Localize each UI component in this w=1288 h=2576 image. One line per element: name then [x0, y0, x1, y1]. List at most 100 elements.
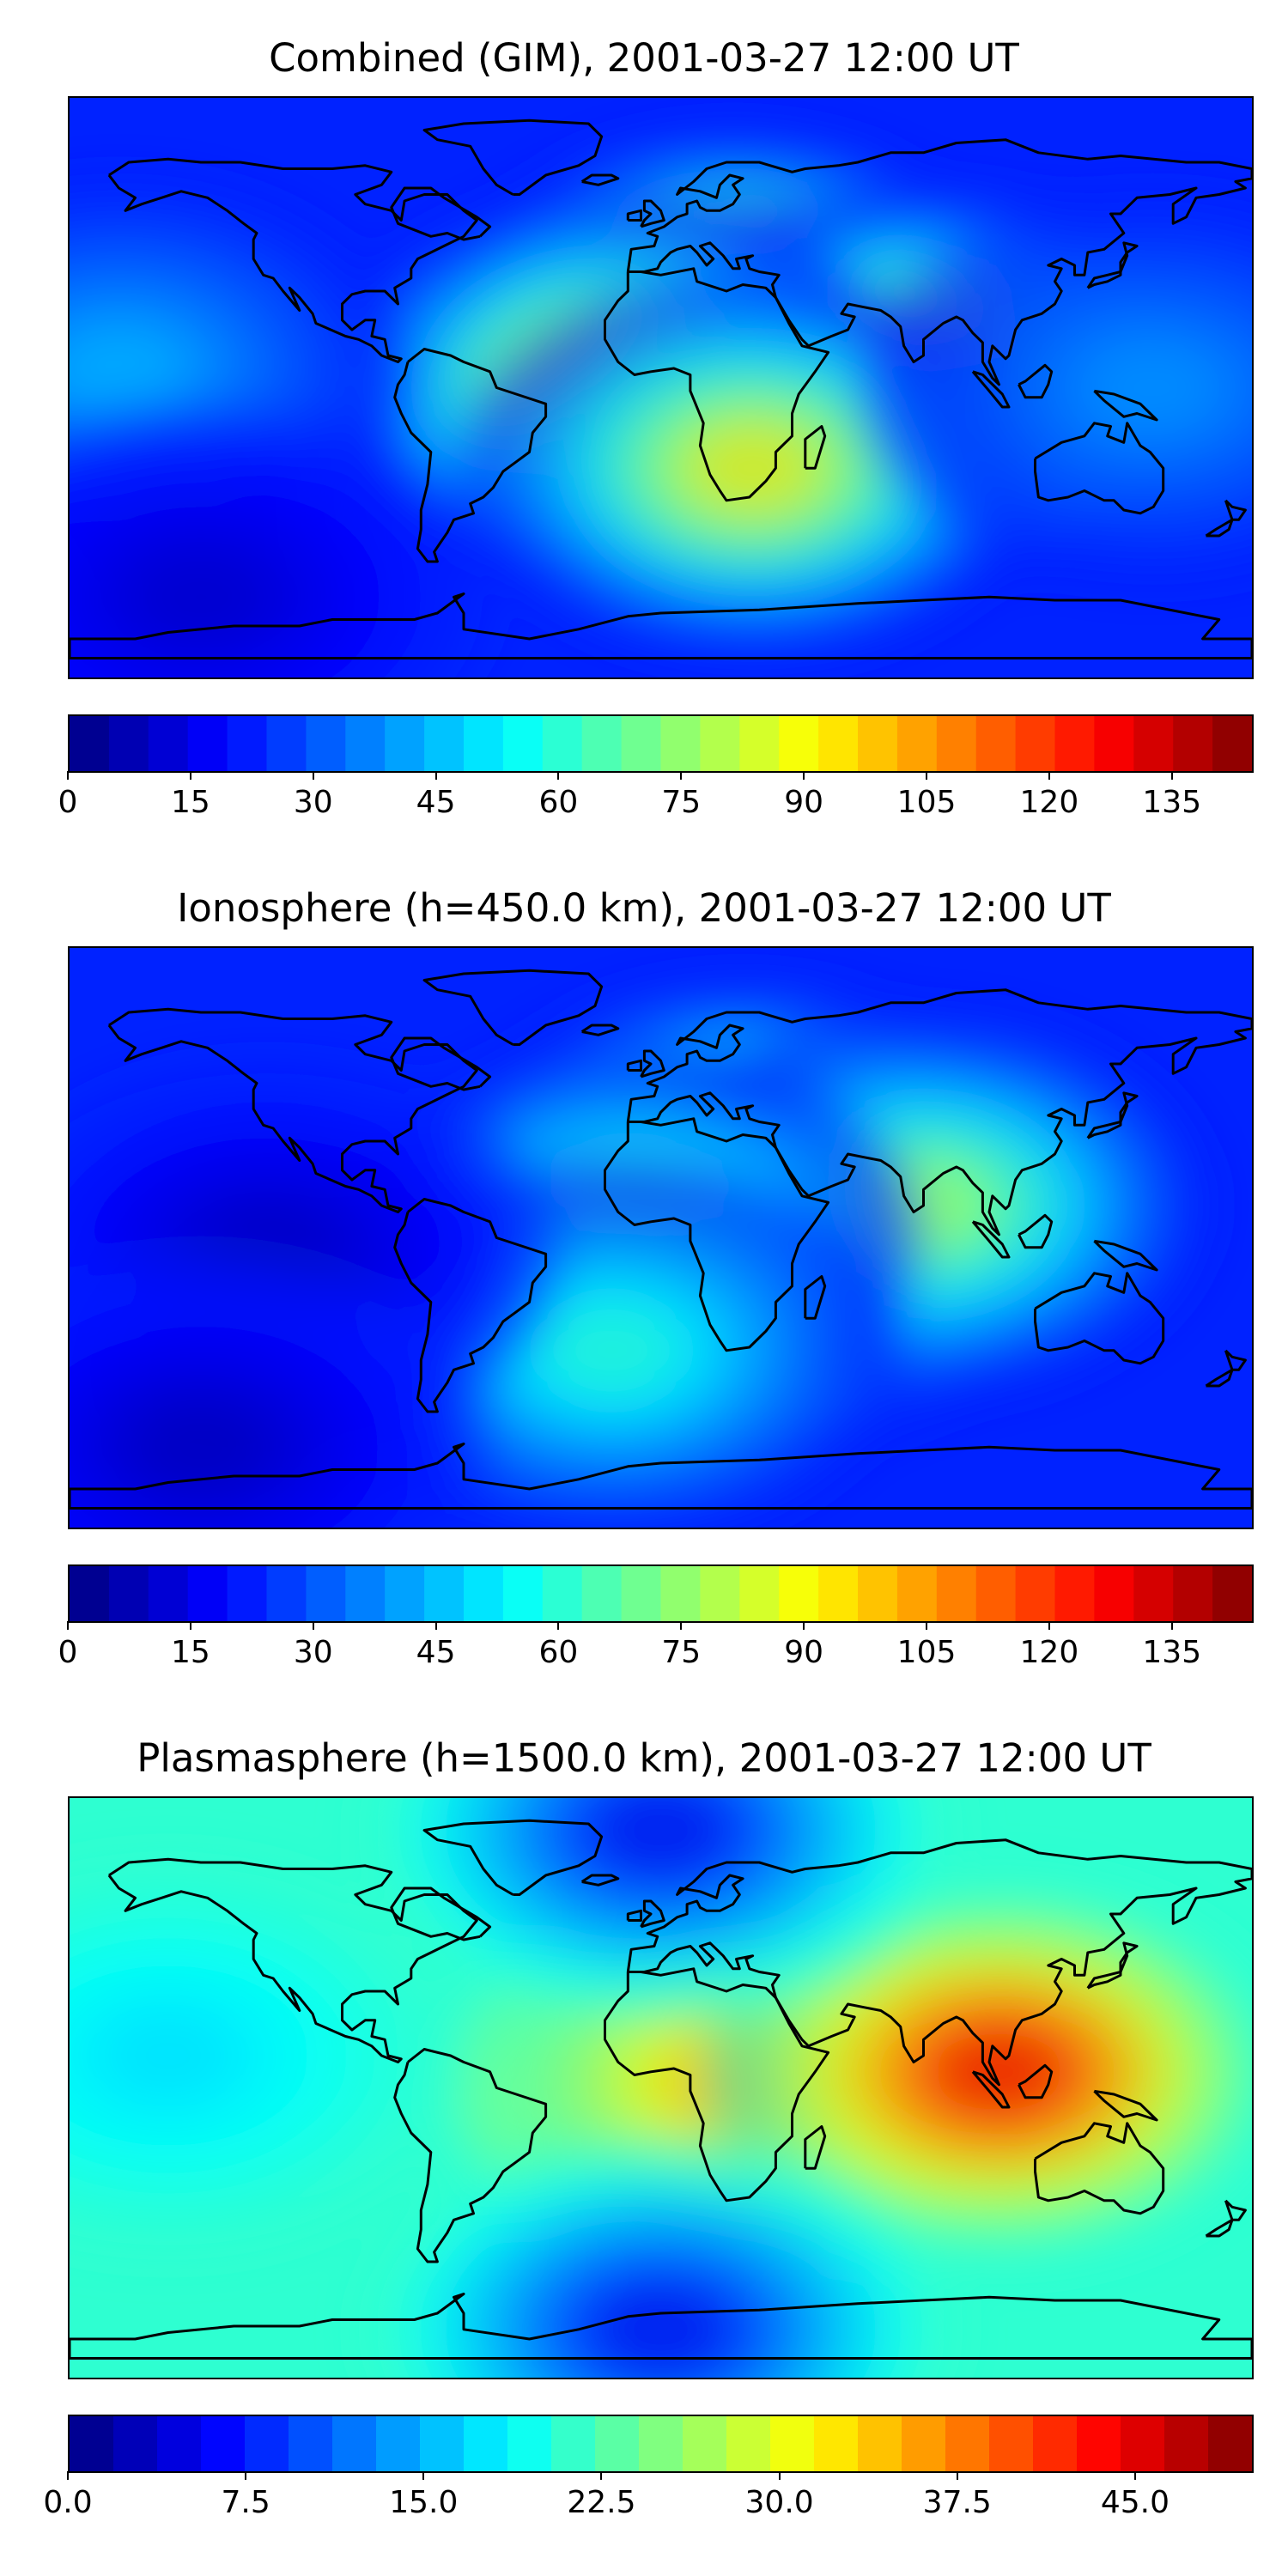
colorbar-band [1015, 716, 1056, 771]
colorbar-band [227, 1566, 268, 1621]
map-plot [70, 98, 1252, 677]
colorbar-tick [926, 771, 928, 780]
colorbar-band [779, 716, 819, 771]
chart-title: Combined (GIM), 2001-03-27 12:00 UT [269, 35, 1019, 81]
colorbar-tick-label: 45.0 [1100, 2485, 1170, 2520]
colorbar-tick [1048, 771, 1050, 780]
colorbar-tick [1133, 2471, 1136, 2480]
colorbar-tick-label: 60 [538, 1635, 579, 1670]
colorbar-band [306, 716, 346, 771]
colorbar-band [70, 2416, 114, 2471]
colorbar-band [1033, 2416, 1078, 2471]
colorbar-tick-label: 60 [538, 785, 579, 820]
coastline [626, 1059, 642, 1072]
colorbar-ticks: 0 15 30 45 60 75 90 105 120 135 [58, 771, 1254, 823]
coastline [604, 1967, 830, 2202]
coastline [580, 1024, 620, 1036]
colorbar-band [108, 716, 149, 771]
colorbar-tick [1170, 1621, 1173, 1630]
colorbar-tick-label: 75 [661, 785, 702, 820]
colorbar-band [289, 2416, 333, 2471]
colorbar-band [542, 716, 583, 771]
colorbar-band [1164, 2416, 1209, 2471]
colorbar-tick-label: 30 [293, 785, 333, 820]
colorbar-tick-label: 30.0 [744, 2485, 814, 2520]
field-blob [934, 2028, 1064, 2115]
coastline [107, 157, 478, 363]
tec-map [68, 96, 1254, 679]
field-blob [1089, 344, 1218, 431]
colorbar-band [507, 2416, 552, 2471]
colorbar-tick-label: 45 [416, 785, 456, 820]
colorbar [68, 1564, 1254, 1623]
colorbar-tick [434, 1621, 437, 1630]
coastline [626, 988, 1252, 1236]
colorbar-tick-label: 135 [1142, 785, 1202, 820]
colorbar-band [621, 716, 662, 771]
colorbar-band [683, 2416, 727, 2471]
colorbar-tick-label: 135 [1142, 1635, 1202, 1670]
colorbar-band [157, 2416, 202, 2471]
colorbar-band [858, 2416, 902, 2471]
coastline [1205, 518, 1234, 538]
coastline [422, 969, 604, 1046]
colorbar-band [975, 1566, 1017, 1621]
coastline [604, 267, 830, 502]
colorbar-tick [67, 2471, 69, 2480]
colorbar-tick-label: 90 [784, 785, 824, 820]
colorbar-band [542, 1566, 583, 1621]
colorbar-band [464, 716, 504, 771]
colorbar-band [266, 1566, 307, 1621]
colorbar-band [1015, 1566, 1056, 1621]
colorbar-band [1212, 716, 1252, 771]
coastline [422, 118, 604, 196]
coastline [1093, 389, 1158, 422]
coastline [1224, 1349, 1247, 1371]
colorbar-band [1094, 1566, 1134, 1621]
chart-title: Ionosphere (h=450.0 km), 2001-03-27 12:0… [177, 885, 1111, 931]
colorbar-tick [803, 771, 805, 780]
colorbar-band [936, 716, 977, 771]
colorbar-band [70, 1566, 110, 1621]
coastline [1086, 1941, 1139, 1990]
colorbar-tick [245, 2471, 247, 2480]
colorbar-band [502, 716, 544, 771]
colorbar-band [700, 716, 740, 771]
coastline [804, 2125, 827, 2170]
colorbar-band [424, 716, 465, 771]
colorbar-tick-label: 0.0 [43, 2485, 93, 2520]
colorbar-band [424, 1566, 465, 1621]
colorbar-tick [312, 1621, 314, 1630]
colorbar-tick [67, 771, 69, 780]
field-blob [137, 1404, 265, 1491]
colorbar-tick [680, 771, 683, 780]
colorbar-band [551, 2416, 596, 2471]
colorbar-band [1173, 1566, 1213, 1621]
colorbar-band [376, 2416, 421, 2471]
colorbar-tick-label: 0 [58, 1635, 78, 1670]
coastline [804, 1275, 827, 1320]
colorbar [68, 2415, 1254, 2473]
coastline [1205, 1368, 1234, 1388]
tec-map [68, 946, 1254, 1529]
colorbar-tick-label: 15 [170, 1635, 210, 1670]
colorbar-band [858, 1566, 898, 1621]
colorbar-tick [778, 2471, 781, 2480]
colorbar-tick [312, 771, 314, 780]
field-blob [137, 554, 265, 641]
coastline [1034, 1272, 1165, 1365]
colorbar-band [858, 716, 898, 771]
colorbar-band [726, 2416, 771, 2471]
coastline [1034, 2122, 1165, 2215]
coastline [804, 425, 827, 470]
coastline [107, 1857, 478, 2063]
colorbar-band [306, 1566, 346, 1621]
colorbar-band [1212, 1566, 1252, 1621]
colorbar-band [660, 716, 701, 771]
coastline [1093, 2089, 1158, 2122]
colorbar-band [227, 716, 268, 771]
coastline [107, 1007, 478, 1213]
colorbar-tick [67, 1621, 69, 1630]
colorbar-band [1094, 716, 1134, 771]
colorbar-tick [189, 771, 191, 780]
